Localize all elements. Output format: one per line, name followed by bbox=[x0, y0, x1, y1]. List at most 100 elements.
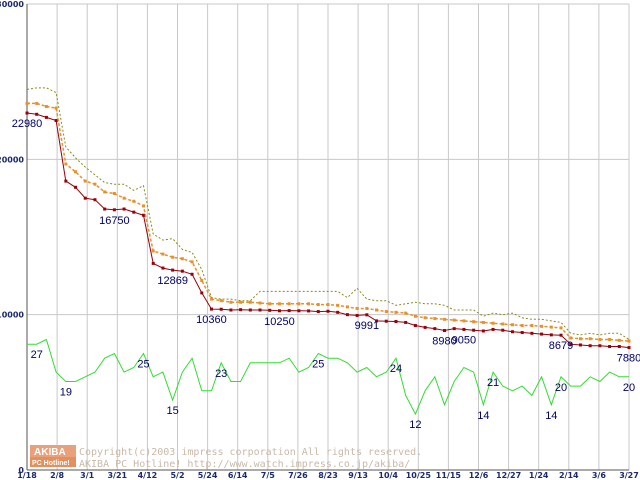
series-0-point bbox=[248, 308, 252, 312]
series-1-point bbox=[132, 199, 136, 203]
series-line-3 bbox=[27, 338, 629, 416]
series-1-point bbox=[44, 105, 48, 109]
data-label: 16750 bbox=[99, 215, 130, 227]
series-1-point bbox=[520, 324, 524, 328]
series-0-point bbox=[355, 313, 359, 317]
x-tick-labels: 1/18 2/8 3/1 3/21 4/12 5/2 5/24 6/14 7/5 7/26 8/23… bbox=[17, 471, 639, 480]
data-label: 9991 bbox=[355, 320, 379, 332]
series-1-point bbox=[287, 302, 291, 306]
series-1-point bbox=[433, 317, 437, 321]
hotline-url-text: AKIBA PC Hotline! http://www.watch.impre… bbox=[79, 459, 410, 470]
data-label: 20 bbox=[623, 382, 635, 394]
series-0-point bbox=[132, 210, 136, 214]
series-1-point bbox=[336, 303, 340, 307]
x-tick-label: 12/27 bbox=[496, 471, 521, 480]
x-tick-label: 2/8 bbox=[50, 471, 64, 480]
series-1-point bbox=[297, 302, 301, 306]
series-0-point bbox=[501, 328, 505, 332]
data-label: 25 bbox=[312, 359, 324, 371]
series-0-point bbox=[365, 313, 369, 317]
series-1-point bbox=[530, 324, 534, 328]
series-1-point bbox=[462, 319, 466, 323]
series-0-point bbox=[481, 329, 485, 333]
x-tick-label: 12/6 bbox=[469, 471, 489, 480]
series-1-point bbox=[472, 320, 476, 324]
series-1-point bbox=[277, 302, 281, 306]
series-0-point bbox=[394, 320, 398, 324]
grid-lines bbox=[26, 3, 630, 471]
series-1-point bbox=[180, 257, 184, 261]
series-0-point bbox=[161, 266, 165, 270]
series-0-point bbox=[510, 330, 514, 334]
series-0-point bbox=[64, 179, 68, 183]
x-tick-label: 6/14 bbox=[228, 471, 248, 480]
series-1-point bbox=[588, 337, 592, 341]
series-1-point bbox=[443, 317, 447, 321]
series-1-point bbox=[394, 310, 398, 314]
series-0-point bbox=[588, 344, 592, 348]
series-1-point bbox=[112, 192, 116, 196]
series-0-point bbox=[326, 309, 330, 313]
series-1-point bbox=[569, 336, 573, 340]
data-label: 12869 bbox=[157, 275, 188, 287]
series-0 bbox=[25, 111, 631, 350]
series-1-point bbox=[384, 310, 388, 314]
series-0-point bbox=[617, 345, 621, 349]
series-0-point bbox=[74, 185, 78, 189]
x-tick-label: 10/25 bbox=[406, 471, 432, 480]
series-1-point bbox=[64, 162, 68, 166]
series-2 bbox=[26, 87, 630, 340]
watermark: AKIBA PC Hotline! Copyright(c)2003 impre… bbox=[30, 445, 422, 470]
series-0-point bbox=[25, 111, 29, 115]
series-0-point bbox=[433, 327, 437, 331]
y-tick-label: 30000 bbox=[0, 0, 24, 9]
series-1-point bbox=[365, 306, 369, 310]
series-0-point bbox=[83, 196, 87, 200]
series-1-point bbox=[161, 252, 165, 256]
copyright-text: Copyright(c)2003 impress corporation All… bbox=[79, 447, 422, 458]
series-0-point bbox=[530, 331, 534, 335]
series-1-point bbox=[549, 325, 553, 329]
series-0-point bbox=[307, 309, 311, 313]
data-label: 10360 bbox=[196, 314, 227, 326]
series-0-point bbox=[578, 343, 582, 347]
series-1-point bbox=[151, 249, 155, 253]
series-0-point bbox=[151, 261, 155, 265]
series-1-point bbox=[190, 260, 194, 264]
series-0-point bbox=[112, 208, 116, 212]
series-1-point bbox=[219, 299, 223, 303]
series-1-point bbox=[413, 314, 417, 318]
x-tick-label: 3/21 bbox=[107, 471, 127, 480]
data-label: 8980 bbox=[432, 336, 456, 348]
series-0-point bbox=[345, 313, 349, 317]
series-0-point bbox=[452, 327, 456, 331]
series-0-point bbox=[316, 310, 320, 314]
x-tick-label: 7/5 bbox=[261, 471, 275, 480]
series-1-point bbox=[491, 321, 495, 325]
series-1-point bbox=[375, 308, 379, 312]
series-1-point bbox=[209, 297, 213, 301]
series-line-2 bbox=[26, 87, 630, 340]
series-1-point bbox=[326, 303, 330, 307]
data-label: 14 bbox=[545, 410, 557, 422]
data-label: 12 bbox=[409, 419, 421, 431]
series-1-point bbox=[355, 306, 359, 310]
x-tick-label: 5/24 bbox=[198, 471, 218, 480]
series-0-point bbox=[627, 346, 631, 350]
series-1-point bbox=[307, 302, 311, 306]
series-1-point bbox=[578, 337, 582, 341]
series-0-point bbox=[472, 328, 476, 332]
series-0-point bbox=[171, 268, 175, 272]
series-0-point bbox=[404, 320, 408, 324]
series-0-point bbox=[549, 333, 553, 337]
axes bbox=[26, 4, 629, 471]
series-0-point bbox=[180, 269, 184, 273]
logo-subtext: PC Hotline! bbox=[32, 460, 70, 467]
data-label: 8679 bbox=[549, 340, 573, 352]
akiba-logo: AKIBA PC Hotline! bbox=[30, 445, 76, 467]
series-0-point bbox=[608, 345, 612, 349]
series-0-point bbox=[35, 112, 39, 116]
series-0-point bbox=[287, 309, 291, 313]
